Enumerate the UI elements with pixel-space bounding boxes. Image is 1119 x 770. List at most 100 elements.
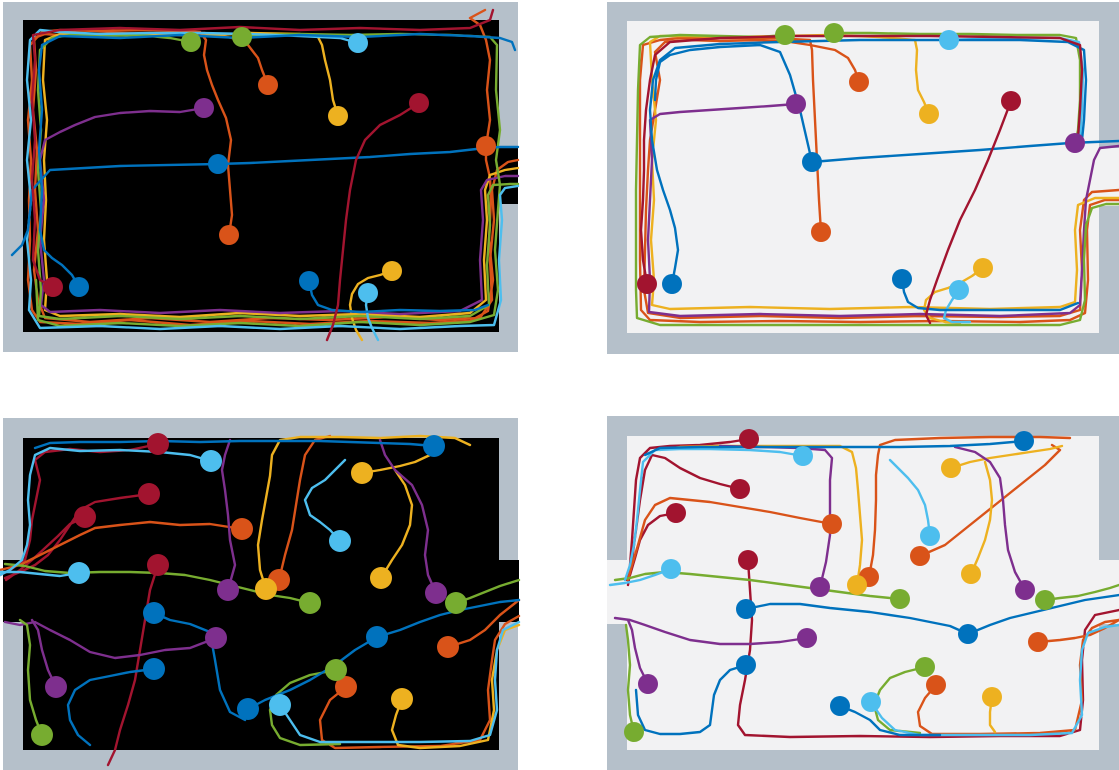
agents [31, 433, 467, 746]
agent-green [890, 589, 910, 609]
trajectory-orange [318, 614, 521, 750]
agent-darkred [666, 503, 686, 523]
trajectory-green [624, 623, 636, 734]
agent-purple [1065, 133, 1085, 153]
agent-purple [205, 627, 227, 649]
agent-blue [736, 599, 756, 619]
agent-purple [797, 628, 817, 648]
agent-blue [143, 602, 165, 624]
agent-blue [802, 152, 822, 172]
trajectory-purple [613, 616, 809, 646]
agent-darkred [738, 550, 758, 570]
agent-green [824, 23, 844, 43]
agents [43, 27, 496, 303]
room-floor [23, 20, 499, 332]
agent-blue [69, 277, 89, 297]
panel-bottom-right [598, 416, 1119, 770]
trajectory-green [18, 618, 44, 737]
trajectory-orange [626, 496, 834, 582]
trajectory-green [634, 33, 1119, 327]
trajectory-lightblue [25, 28, 520, 331]
agent-yellow [961, 564, 981, 584]
agent-yellow [919, 104, 939, 124]
agent-blue [736, 655, 756, 675]
trajectory-lightblue [869, 623, 1119, 737]
agent-blue [958, 624, 978, 644]
agent-purple [194, 98, 214, 118]
agent-green [624, 722, 644, 742]
agent-lightblue [793, 446, 813, 466]
doorway-right [495, 560, 519, 622]
trajectory-blue [900, 277, 1080, 312]
doorway-gap [518, 146, 522, 204]
agent-orange [811, 222, 831, 242]
trajectory-lightblue [888, 458, 932, 538]
trajectory-lightblue [947, 36, 1085, 149]
agent-purple [638, 674, 658, 694]
agent-green [232, 27, 252, 47]
trajectory-purple [220, 438, 237, 592]
agent-green [915, 657, 935, 677]
trajectory-darkred [4, 515, 87, 582]
trajectory-lightblue [608, 567, 673, 587]
trajectory-blue [307, 279, 490, 314]
panel-top-right [607, 2, 1119, 354]
agent-yellow [847, 575, 867, 595]
trajectory-orange [867, 435, 1072, 579]
agent-orange [335, 676, 357, 698]
agents [624, 429, 1055, 742]
trajectory-purple [30, 618, 58, 689]
trajectory-darkred [924, 99, 1013, 325]
agent-blue [237, 698, 259, 720]
agent-purple [425, 582, 447, 604]
agent-blue [830, 696, 850, 716]
agent-darkred [43, 277, 63, 297]
trajectory-blue [375, 598, 521, 639]
agent-purple [217, 579, 239, 601]
trajectory-lightblue [0, 570, 81, 578]
trajectory-orange [468, 8, 492, 148]
agent-yellow [351, 462, 373, 484]
agent-blue [299, 271, 319, 291]
agent-orange [437, 636, 459, 658]
agent-yellow [370, 567, 392, 589]
agent-orange [926, 675, 946, 695]
agent-darkred [147, 433, 169, 455]
trajectory-purple [953, 445, 1027, 592]
agent-lightblue [661, 559, 681, 579]
agent-green [1035, 590, 1055, 610]
trajectory-purple [646, 102, 1119, 318]
agent-yellow [391, 688, 413, 710]
trajectory-blue [66, 667, 156, 747]
agent-blue [366, 626, 388, 648]
trajectory-yellow [379, 468, 414, 580]
agent-green [775, 25, 795, 45]
trajectory-green [268, 668, 342, 747]
trajectory-blue [838, 704, 942, 737]
trajectory-orange [277, 434, 332, 582]
agent-blue [1014, 431, 1034, 451]
agent-purple [1015, 580, 1035, 600]
trajectory-green [1043, 583, 1119, 602]
agent-blue [143, 658, 165, 680]
agent-orange [910, 546, 930, 566]
agent-green [445, 592, 467, 614]
agent-darkred [138, 483, 160, 505]
trajectory-purple [378, 438, 438, 595]
agent-lightblue [200, 450, 222, 472]
agent-yellow [941, 458, 961, 478]
agent-lightblue [861, 692, 881, 712]
agent-darkred [147, 554, 169, 576]
agent-green [325, 659, 347, 681]
agent-yellow [973, 258, 993, 278]
trajectory-purple [626, 618, 650, 686]
trajectory-orange [918, 443, 1062, 558]
trajectory-blue [653, 43, 814, 164]
doorway-gap [598, 560, 607, 624]
agent-yellow [255, 578, 277, 600]
trajectory-lightblue [278, 620, 521, 744]
agent-yellow [328, 106, 348, 126]
trajectory-darkred [625, 437, 751, 582]
agent-lightblue [68, 562, 90, 584]
